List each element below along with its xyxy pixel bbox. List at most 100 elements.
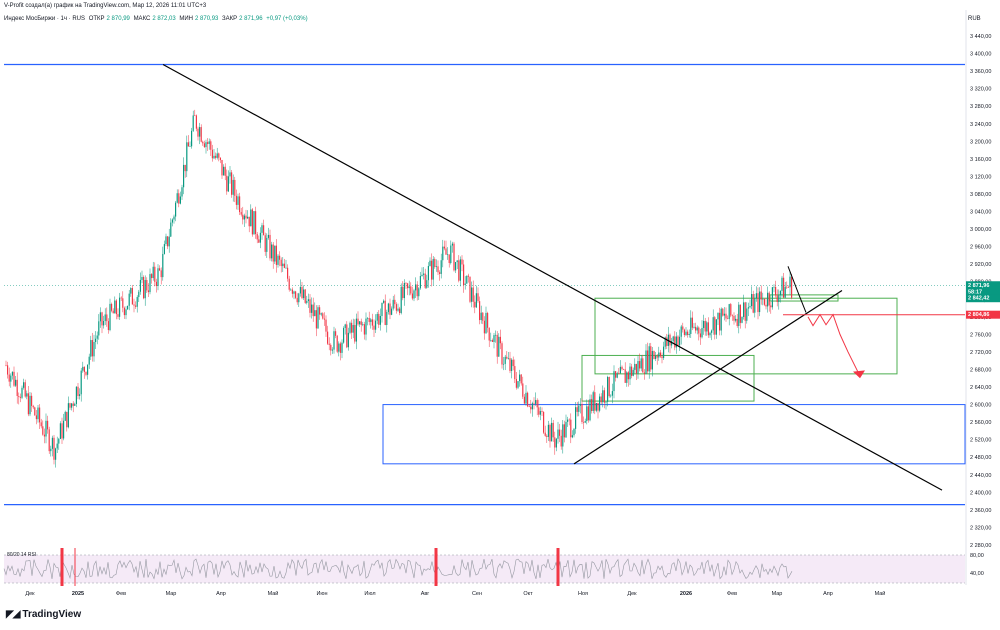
candle-body — [546, 435, 548, 437]
candle-body — [677, 336, 679, 346]
candle-body — [307, 299, 309, 302]
candle-body — [608, 376, 610, 397]
candle-body — [45, 420, 47, 437]
candle-body — [440, 260, 442, 274]
candle-body — [405, 282, 407, 284]
candle-body — [699, 333, 701, 338]
candle-body — [659, 352, 661, 357]
candle-body — [760, 291, 762, 300]
candle-body — [615, 371, 617, 378]
candle-body — [35, 415, 37, 420]
candle-body — [75, 386, 77, 404]
candle-body — [579, 403, 581, 406]
candle-body — [314, 310, 316, 317]
y-tick-label: 2 600,00 — [970, 403, 991, 409]
candle-body — [645, 350, 647, 374]
candle-body — [296, 297, 298, 303]
candle-body — [423, 273, 425, 275]
candle-body — [643, 372, 645, 374]
candle-body — [647, 350, 649, 372]
candle-body — [221, 159, 223, 176]
x-tick-label: Май — [268, 590, 279, 597]
candle-body — [522, 383, 524, 397]
candle-body — [219, 157, 221, 160]
candle-body — [223, 166, 225, 176]
candle-body — [120, 297, 122, 299]
candle-body — [650, 346, 652, 370]
candle-body — [544, 432, 546, 436]
candle-body — [207, 142, 209, 144]
candle-body — [635, 363, 637, 374]
candle-body — [517, 381, 519, 388]
candle-body — [736, 318, 738, 327]
candle-body — [693, 326, 695, 328]
candle-body — [618, 373, 620, 374]
candle-body — [771, 287, 773, 308]
candle-body — [251, 209, 253, 235]
candle-body — [199, 127, 201, 137]
candle-body — [483, 320, 485, 334]
candle-body — [747, 307, 749, 309]
candle-body — [413, 290, 415, 299]
candle-body — [304, 289, 306, 303]
candle-body — [51, 437, 53, 449]
candle-body — [15, 379, 17, 386]
candle-body — [735, 318, 737, 321]
candle-body — [507, 358, 509, 359]
candle-body — [26, 393, 28, 397]
candle-body — [155, 281, 157, 287]
candle-body — [159, 268, 161, 271]
support-zone-box — [382, 404, 966, 465]
candle-body — [781, 277, 783, 291]
candle-body — [231, 172, 233, 195]
candle-body — [152, 266, 154, 279]
candle-body — [703, 320, 705, 328]
candle-body — [789, 276, 791, 288]
candle-body — [31, 395, 33, 406]
candle-body — [469, 276, 471, 302]
candle-body — [629, 366, 631, 380]
y-tick-label: 3 400,00 — [970, 52, 991, 58]
candle-body — [751, 294, 753, 307]
x-tick-label: Фев — [116, 591, 126, 597]
candle-body — [455, 262, 457, 271]
candle-body — [499, 336, 501, 344]
candle-body — [453, 243, 455, 271]
candle-body — [133, 304, 135, 306]
open-value: 2 870,99 — [106, 16, 130, 22]
candle-body — [523, 396, 525, 404]
candle-body — [682, 326, 684, 330]
candle-body — [237, 196, 239, 205]
candle-body — [728, 304, 730, 319]
candle-body — [79, 394, 81, 396]
candle-body — [288, 278, 290, 290]
candle-body — [399, 308, 401, 314]
candle-body — [367, 318, 369, 319]
candle-body — [757, 293, 759, 313]
candle-body — [266, 237, 268, 252]
candle-body — [634, 363, 636, 370]
last-price-tag — [966, 281, 1000, 296]
candle-body — [128, 293, 130, 306]
candle-body — [632, 369, 634, 376]
green-level-tag-text: 2 842,42 — [968, 296, 989, 302]
candle-body — [245, 215, 247, 219]
candle-body — [749, 306, 751, 308]
candle-body — [773, 286, 775, 288]
candle-body — [461, 259, 463, 265]
candle-body — [642, 358, 644, 373]
candle-body — [680, 326, 682, 337]
candle-body — [722, 308, 724, 316]
candle-body — [416, 284, 418, 297]
candle-body — [242, 214, 244, 220]
downtrend-line — [162, 63, 943, 491]
candle-body — [349, 322, 351, 333]
candle-body — [192, 115, 194, 131]
candle-body — [154, 266, 156, 282]
uptrend-line — [573, 289, 843, 465]
candle-body — [53, 437, 55, 460]
candle-body — [563, 424, 565, 438]
candle-body — [738, 304, 740, 327]
candle-body — [701, 327, 703, 338]
